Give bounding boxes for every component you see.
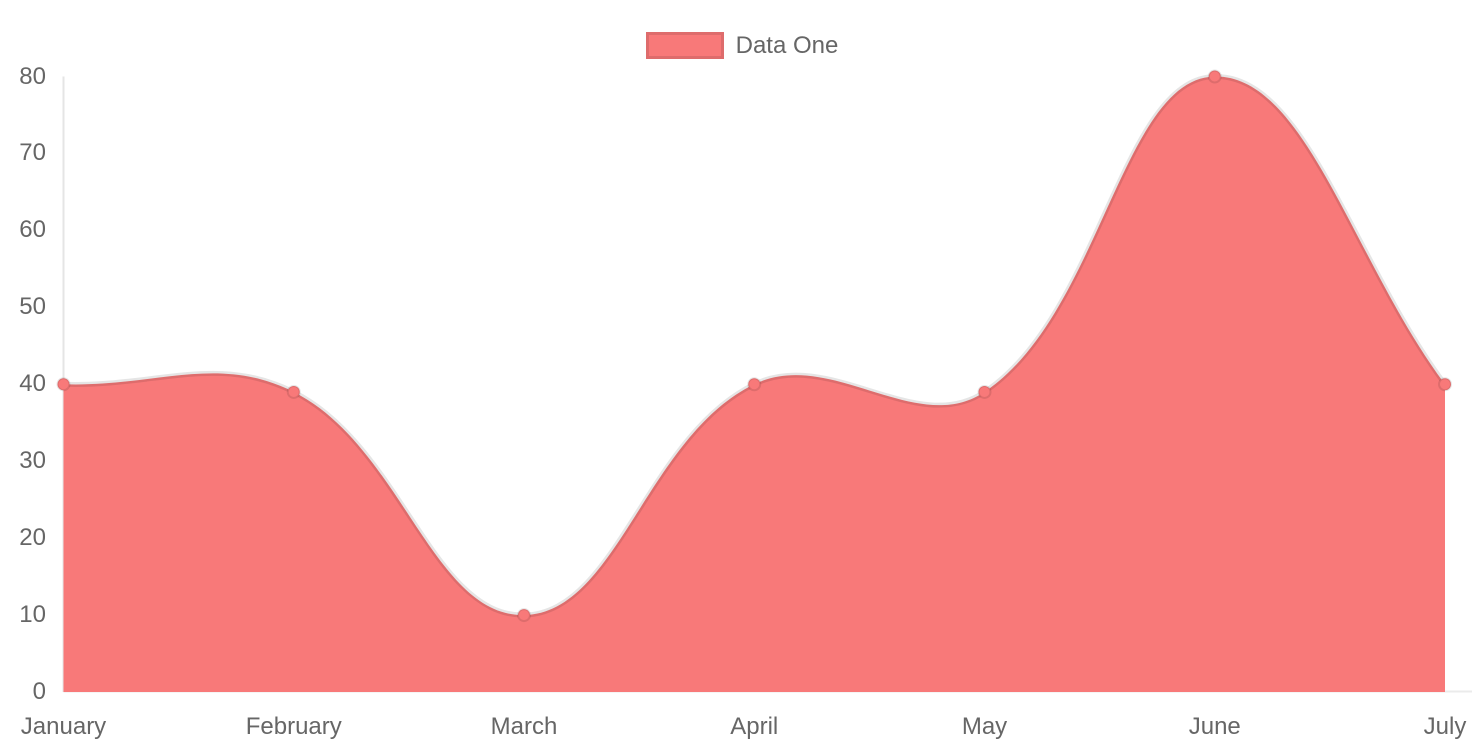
y-axis-tick-label: 0 bbox=[32, 678, 46, 705]
y-axis-tick-label: 70 bbox=[19, 139, 46, 167]
y-axis-tick-label: 20 bbox=[19, 524, 46, 552]
area-fill bbox=[63, 76, 1445, 693]
data-point[interactable] bbox=[56, 377, 71, 392]
x-axis-tick-label: January bbox=[20, 713, 107, 740]
y-axis-tick-label: 60 bbox=[19, 216, 46, 244]
y-axis-tick-label: 10 bbox=[19, 601, 46, 629]
y-axis-tick-label: 30 bbox=[19, 447, 46, 475]
x-axis-tick-label: February bbox=[245, 713, 342, 740]
legend-label: Data One bbox=[735, 32, 839, 59]
y-axis-tick-label: 80 bbox=[19, 62, 46, 90]
x-axis-tick-label: June bbox=[1188, 713, 1241, 740]
legend-item-data-one[interactable]: Data One bbox=[645, 32, 839, 59]
y-axis-tick-label: 40 bbox=[19, 370, 46, 398]
data-point[interactable] bbox=[517, 608, 531, 623]
data-point[interactable] bbox=[977, 384, 992, 399]
legend: Data One bbox=[0, 32, 1484, 59]
data-point[interactable] bbox=[1207, 69, 1222, 84]
legend-color-swatch bbox=[645, 32, 724, 59]
data-point[interactable] bbox=[747, 377, 762, 392]
x-axis-tick-label: July bbox=[1423, 713, 1467, 740]
y-axis-tick-label: 50 bbox=[19, 293, 46, 321]
x-axis-tick-label: May bbox=[961, 713, 1008, 740]
data-point[interactable] bbox=[286, 384, 301, 399]
x-axis-tick-label: March bbox=[490, 713, 558, 740]
x-axis-tick-label: April bbox=[730, 713, 779, 740]
series-line bbox=[61, 73, 1448, 618]
data-point[interactable] bbox=[1438, 377, 1452, 392]
